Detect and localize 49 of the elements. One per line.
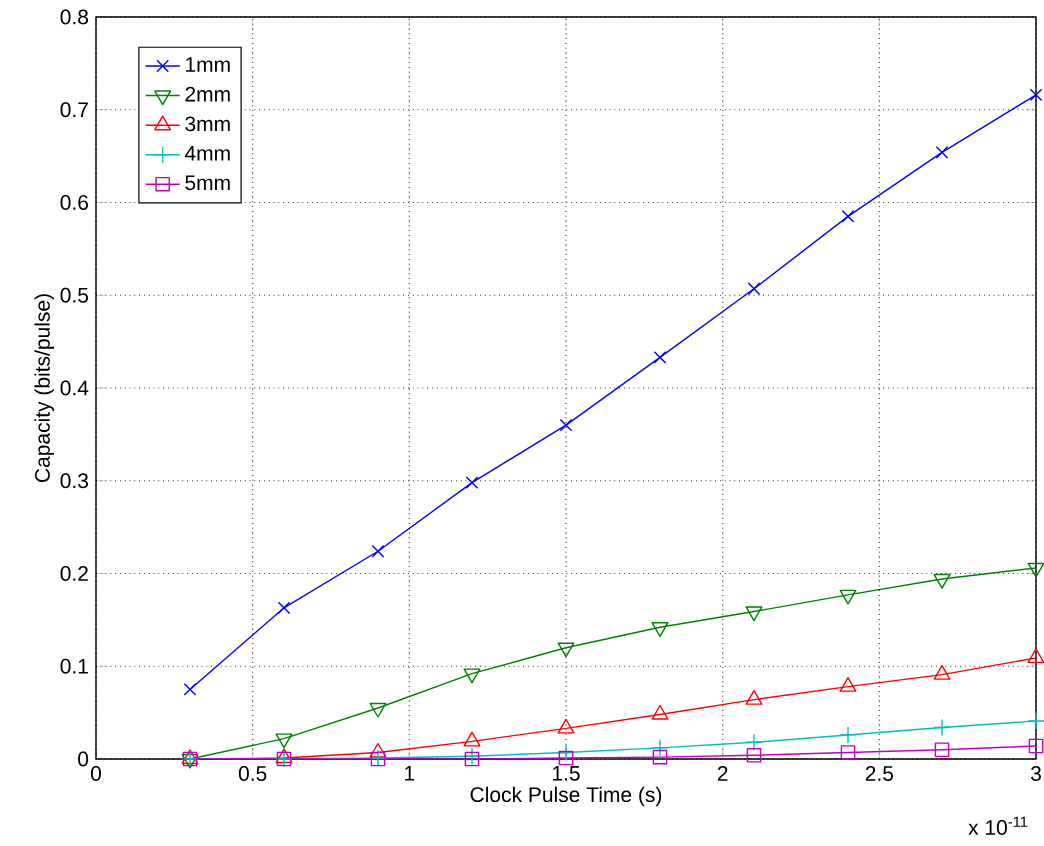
legend-label: 1mm: [186, 57, 230, 72]
x-tick-label: 1.5: [553, 766, 580, 781]
point: [839, 726, 857, 744]
point: [558, 750, 574, 766]
point: [840, 745, 856, 760]
point: [747, 282, 761, 296]
x-tick-label: 0.5: [238, 766, 267, 781]
point: [463, 747, 481, 765]
y-tick-label: 0.5: [60, 287, 89, 303]
point: [1027, 712, 1044, 730]
point: [933, 718, 951, 737]
legend-label: 4mm: [184, 146, 230, 161]
x-axis-title: Clock Pulse Time (s): [470, 786, 662, 807]
x-tick-label: 3: [1030, 766, 1041, 781]
point: [371, 544, 385, 558]
x-tick-label: 1: [405, 766, 415, 781]
y-tick-label: 0.4: [60, 380, 89, 396]
point: [746, 747, 762, 763]
y-tick-label: 0.1: [60, 658, 88, 674]
y-tick-label: 0.6: [60, 195, 89, 210]
x-tick-label: 2: [717, 766, 728, 781]
y-tick-label: 0.2: [60, 566, 88, 581]
y-tick-label: 0.7: [60, 102, 88, 118]
point: [465, 476, 479, 489]
point: [557, 743, 575, 762]
x-tick-label: 0: [90, 766, 102, 781]
y-tick-label: 0.3: [60, 473, 89, 489]
point: [183, 683, 197, 696]
legend-label: 3mm: [185, 116, 230, 132]
y-tick-label: 0: [78, 751, 89, 767]
x-tick-label: 2.5: [865, 766, 894, 781]
point: [1028, 738, 1044, 754]
point: [464, 751, 480, 767]
legend-label: 2mm: [185, 86, 230, 102]
y-tick-label: 0.8: [60, 9, 89, 25]
point: [841, 210, 855, 223]
point: [651, 739, 669, 757]
y-axis-title: Capacity (bits/pulse): [34, 294, 55, 483]
point: [1029, 88, 1043, 102]
point: [653, 351, 667, 364]
point: [745, 733, 763, 751]
legend-label: 5mm: [185, 175, 230, 191]
point: [652, 749, 668, 765]
text: x 10$^{-11}$: [968, 816, 1028, 835]
point: [277, 601, 291, 615]
point: [559, 418, 573, 432]
point: [1027, 648, 1044, 664]
point: [934, 742, 950, 758]
point: [935, 146, 949, 159]
